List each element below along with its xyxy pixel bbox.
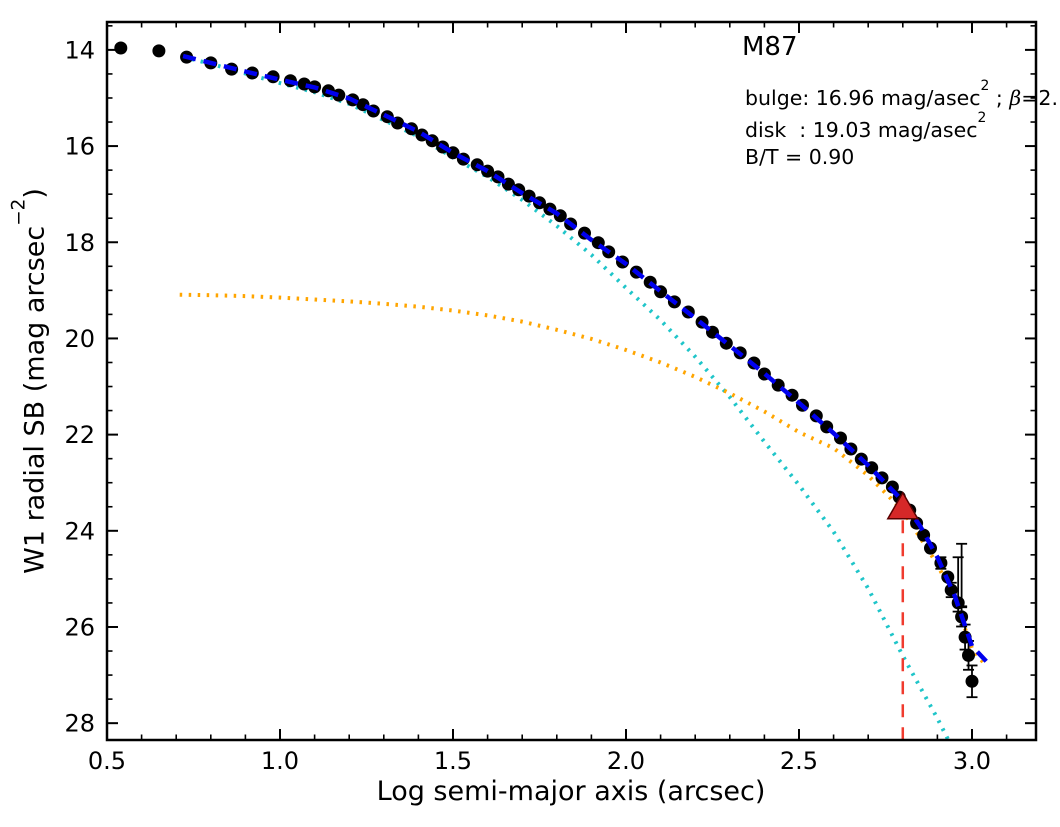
y-axis-label-close: ) xyxy=(19,188,51,199)
bulge-fit-annotation: bulge: 16.96 mag/asec2 ; β=2. xyxy=(745,78,1058,112)
series-total-model xyxy=(182,53,991,667)
y-tick-label: 18 xyxy=(64,229,95,257)
data-point xyxy=(965,674,979,688)
x-tick-label: 2.5 xyxy=(780,747,818,775)
disk-fit-text: disk : 19.03 mag/asec xyxy=(745,117,978,142)
fit-parameters-annotation: bulge: 16.96 mag/asec2 ; β=2. disk : 19.… xyxy=(745,78,1058,171)
bulge-fit-text: bulge: 16.96 mag/asec xyxy=(745,85,981,110)
y-tick-label: 24 xyxy=(64,517,95,545)
beta-symbol: β xyxy=(1009,85,1022,110)
y-tick-label: 20 xyxy=(64,325,95,353)
galaxy-name-label: M87 xyxy=(742,32,798,62)
x-tick-label: 3.0 xyxy=(953,747,991,775)
data-point xyxy=(152,44,166,58)
plot-frame xyxy=(105,20,1038,742)
data-point xyxy=(114,41,128,55)
y-axis-label-text: W1 radial SB (mag arcsec xyxy=(19,225,51,574)
y-axis-label-exponent: −2 xyxy=(8,198,30,226)
disk-fit-annotation: disk : 19.03 mag/asec2 xyxy=(745,109,1058,144)
bulge-fit-exponent: 2 xyxy=(980,78,990,95)
data-point xyxy=(885,480,899,494)
x-tick-label: 1.5 xyxy=(434,747,472,775)
beta-value: =2. xyxy=(1021,85,1058,110)
x-tick-label: 1.0 xyxy=(261,747,299,775)
y-tick-label: 16 xyxy=(64,133,95,161)
data-point xyxy=(944,583,958,597)
data-point xyxy=(962,648,975,662)
x-tick-label: 2.0 xyxy=(607,747,645,775)
bulge-fit-separator: ; xyxy=(989,85,1010,110)
truncation-marker-triangle xyxy=(886,491,920,520)
y-tick-label: 26 xyxy=(64,613,95,641)
x-axis-label: Log semi-major axis (arcsec) xyxy=(376,776,766,807)
x-tick-label: 0.5 xyxy=(88,747,126,775)
disk-fit-exponent: 2 xyxy=(977,109,987,126)
series-disk-model xyxy=(179,292,988,667)
y-tick-label: 22 xyxy=(64,421,95,449)
y-tick-label: 14 xyxy=(64,36,95,64)
y-axis-label: W1 radial SB (mag arcsec−2) xyxy=(8,188,51,574)
bulge-to-total-annotation: B/T = 0.90 xyxy=(745,144,855,169)
y-tick-label: 28 xyxy=(64,710,95,738)
